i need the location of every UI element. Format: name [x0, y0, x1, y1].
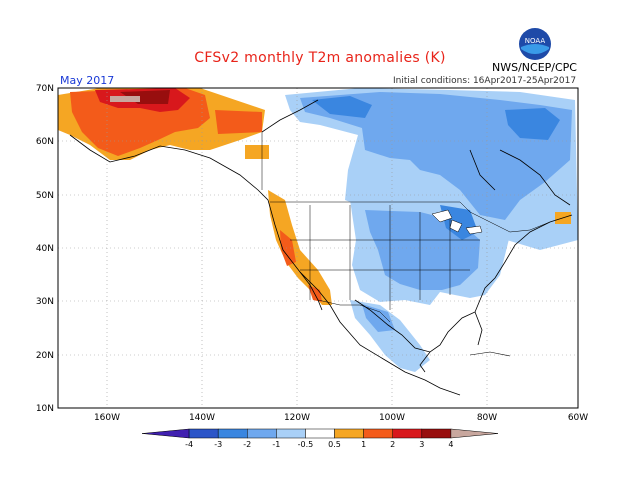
- baja-red-patch: [308, 285, 322, 302]
- lon-label-80w: 80W: [477, 413, 497, 423]
- colorbar-swatch: [247, 428, 277, 439]
- political-borders: [261, 132, 551, 323]
- noaa-logo: NOAA: [518, 27, 552, 65]
- colorbar-tick-label: -3: [214, 440, 222, 449]
- alaska-pink-fill: [110, 96, 140, 102]
- colorbar-swatch: [421, 428, 452, 439]
- colorbar-tick-label: -1: [272, 440, 280, 449]
- colorbar-swatch: [392, 428, 423, 439]
- lon-label-120w: 120W: [284, 413, 310, 423]
- lon-label-60w: 60W: [568, 413, 588, 423]
- lon-labels: 160W 140W 120W 100W 80W 60W: [94, 413, 588, 423]
- alaska-maroon-fill: [120, 90, 170, 104]
- quebec-darkblue-patch: [505, 108, 560, 140]
- canada-darkblue-patch: [312, 96, 372, 118]
- colorbar-swatch: [276, 428, 306, 439]
- lat-label-30n: 30N: [36, 297, 54, 307]
- colorbar-tick-label: -4: [185, 440, 193, 449]
- lat-label-20n: 20N: [36, 351, 54, 361]
- colorbar-swatch: [450, 428, 499, 439]
- colorbar-tick-label: 4: [448, 440, 453, 449]
- colorbar-swatch: [141, 428, 190, 439]
- lon-label-160w: 160W: [94, 413, 120, 423]
- lon-label-140w: 140W: [189, 413, 215, 423]
- colorbar-tick-label: 1: [361, 440, 366, 449]
- lat-label-50n: 50N: [36, 191, 54, 201]
- coastlines: [69, 99, 573, 396]
- logo-text: NOAA: [525, 37, 546, 45]
- colorbar-swatch: [334, 428, 364, 439]
- colorbar-tick-label: 0.5: [328, 440, 341, 449]
- lat-label-40n: 40N: [36, 244, 54, 254]
- colorbar-tick-label: -2: [243, 440, 251, 449]
- colorbar-tick-label: 3: [419, 440, 424, 449]
- lakes: [431, 209, 483, 235]
- lat-labels: 70N 60N 50N 40N 30N 20N 10N: [36, 84, 54, 414]
- lon-label-100w: 100W: [379, 413, 405, 423]
- mexico-blue-patch: [362, 304, 395, 332]
- colorbar-swatch: [217, 428, 248, 439]
- westcoast-red-patch: [280, 230, 296, 266]
- lat-label-10n: 10N: [36, 404, 54, 414]
- colorbar-swatch: [305, 428, 335, 439]
- colorbar-swatch: [188, 428, 219, 439]
- forecast-month: May 2017: [60, 74, 115, 87]
- colorbar-swatch: [363, 428, 393, 439]
- colorbar-tick-label: -0.5: [298, 440, 314, 449]
- lat-label-70n: 70N: [36, 84, 54, 94]
- westcoast-orange-fill: [268, 190, 332, 305]
- map-frame: [57, 87, 579, 409]
- map-title: CFSv2 monthly T2m anomalies (K): [194, 50, 446, 66]
- colorbar-tick-label: 2: [390, 440, 395, 449]
- lat-label-60n: 60N: [36, 137, 54, 147]
- canada-blue-fill: [300, 92, 572, 220]
- colorbar: -4 -3 -2 -1 -0.5 0.5 1 2 3 4: [141, 428, 499, 449]
- initial-conditions: Initial conditions: 16Apr2017-25Apr2017: [393, 76, 577, 86]
- yukon-orange: [245, 145, 269, 159]
- alaska-red-east: [215, 110, 262, 134]
- agency-label: NWS/NCEP/CPC: [492, 61, 577, 74]
